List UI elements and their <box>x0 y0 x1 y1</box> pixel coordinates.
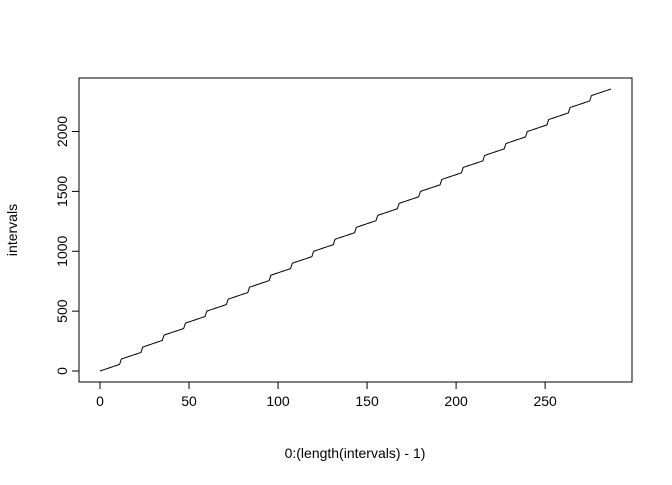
x-tick-label: 150 <box>355 393 379 409</box>
x-tick-label: 50 <box>181 393 197 409</box>
y-tick-label: 1500 <box>54 176 70 207</box>
x-tick-label: 100 <box>266 393 290 409</box>
series-line-intervals <box>99 88 612 372</box>
x-tick-label: 200 <box>444 393 468 409</box>
x-tick-label: 250 <box>533 393 557 409</box>
y-axis-label: intervals <box>4 204 20 256</box>
y-tick-label: 1000 <box>54 235 70 266</box>
x-tick-label: 0 <box>96 393 104 409</box>
y-tick-label: 0 <box>54 367 70 375</box>
y-tick-label: 2000 <box>54 116 70 147</box>
y-axis: 0 500 1000 1500 2000 <box>54 116 80 375</box>
y-tick-label: 500 <box>54 299 70 323</box>
x-axis-label: 0:(length(intervals) - 1) <box>285 445 426 461</box>
x-axis: 0 50 100 150 200 250 <box>96 381 557 409</box>
